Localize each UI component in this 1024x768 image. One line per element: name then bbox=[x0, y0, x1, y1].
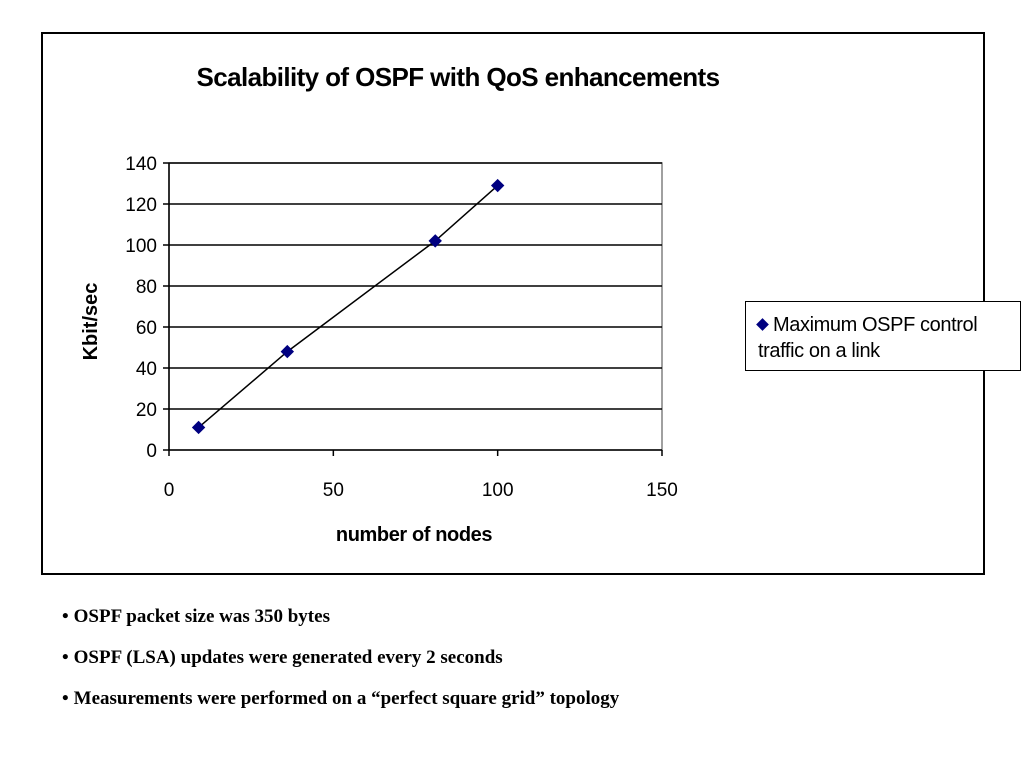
y-tick-label: 80 bbox=[136, 277, 157, 298]
y-tick-label: 20 bbox=[136, 400, 157, 421]
data-point-marker bbox=[428, 234, 442, 248]
note-text: OSPF packet size was 350 bytes bbox=[73, 606, 330, 627]
note-text: OSPF (LSA) updates were generated every … bbox=[73, 647, 503, 668]
note-item: • Measurements were performed on a “perfe… bbox=[62, 685, 962, 726]
bullet: • bbox=[62, 688, 69, 709]
plot-area bbox=[168, 162, 663, 451]
note-item: • OSPF (LSA) updates were generated every… bbox=[62, 644, 962, 685]
y-tick-label: 100 bbox=[125, 236, 157, 257]
data-point-marker bbox=[490, 178, 505, 193]
x-tick-label: 50 bbox=[323, 480, 344, 501]
y-axis-label: Kbit/sec bbox=[80, 283, 102, 361]
note-item: • OSPF packet size was 350 bytes bbox=[62, 603, 962, 644]
chart-title: Scalability of OSPF with QoS enhancement… bbox=[197, 62, 720, 92]
legend-label-line1: Maximum OSPF control bbox=[773, 314, 978, 336]
y-tick-label: 60 bbox=[136, 318, 157, 339]
data-point-marker bbox=[280, 344, 295, 359]
y-tick-label: 0 bbox=[146, 441, 157, 462]
chart-canvas: 0 20 40 60 80 100 120 140 0 50 100 150 Scalability o… bbox=[80, 62, 720, 546]
x-tick-label: 100 bbox=[482, 480, 514, 501]
y-tick-label: 40 bbox=[136, 359, 157, 380]
bullet: • bbox=[62, 647, 69, 668]
x-axis-label: number of nodes bbox=[336, 524, 493, 546]
notes-list: • OSPF packet size was 350 bytes • OSPF (L… bbox=[62, 603, 962, 726]
x-tick-label: 0 bbox=[164, 480, 175, 501]
x-tick-label: 150 bbox=[646, 480, 678, 501]
bullet: • bbox=[62, 606, 69, 627]
series-line bbox=[198, 184, 499, 429]
legend-label-line2: traffic on a link bbox=[758, 340, 880, 362]
y-tick-label: 120 bbox=[125, 195, 157, 216]
chart-legend: Maximum OSPF control traffic on a link bbox=[745, 301, 1021, 371]
legend-marker-diamond-icon bbox=[756, 318, 769, 331]
data-point-marker bbox=[191, 420, 206, 435]
chart-frame: 0 20 40 60 80 100 120 140 0 50 100 150 Scalability o… bbox=[41, 32, 1021, 575]
note-text: Measurements were performed on a “perfec… bbox=[73, 688, 620, 709]
y-tick-label: 140 bbox=[125, 154, 157, 175]
